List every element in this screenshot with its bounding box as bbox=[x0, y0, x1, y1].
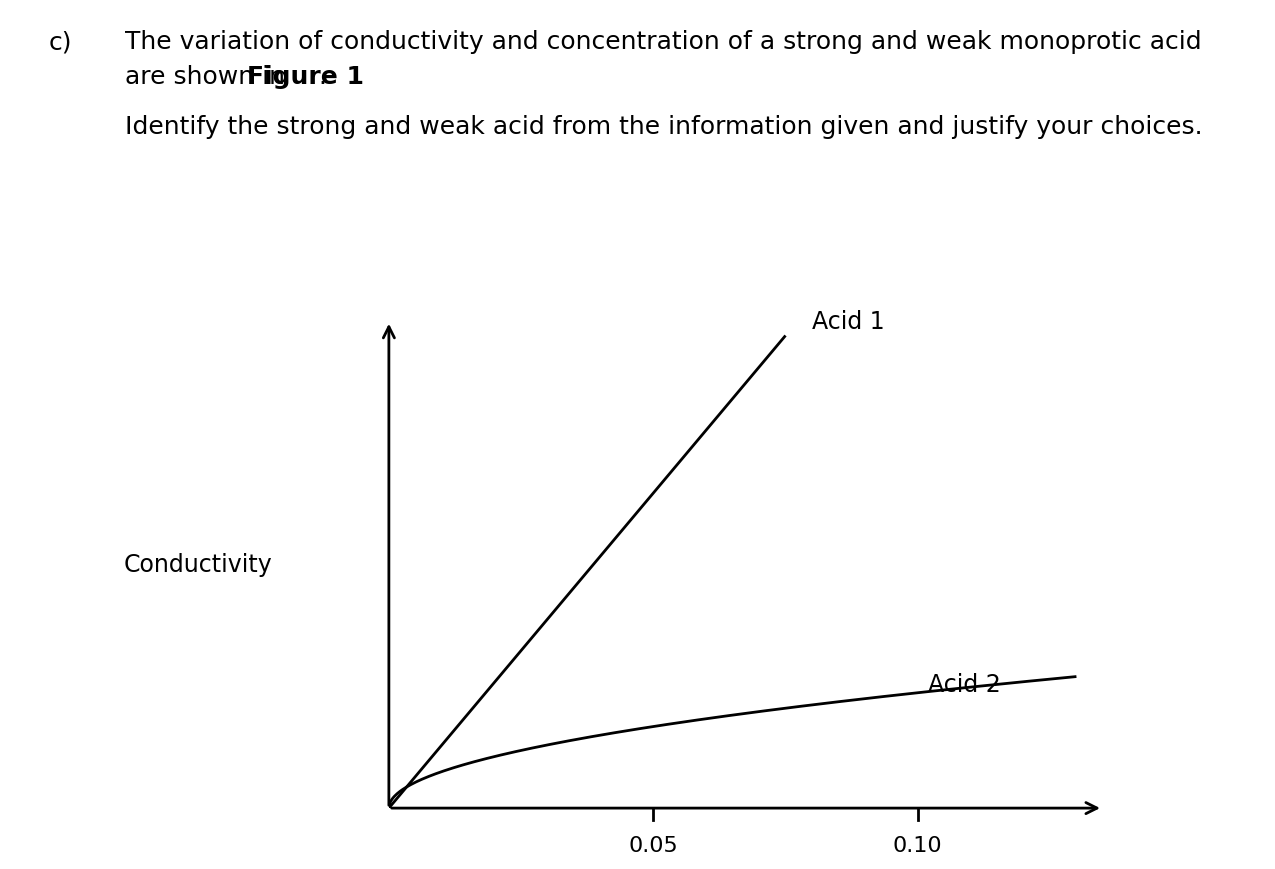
Text: Conductivity: Conductivity bbox=[124, 553, 273, 577]
Text: 0.05: 0.05 bbox=[629, 835, 678, 855]
Text: Acid 2: Acid 2 bbox=[928, 672, 1001, 696]
Text: Acid 1: Acid 1 bbox=[812, 309, 885, 334]
Text: c): c) bbox=[48, 30, 71, 55]
Text: Figure 1: Figure 1 bbox=[247, 65, 365, 90]
Text: are shown in: are shown in bbox=[125, 65, 293, 90]
Text: Identify the strong and weak acid from the information given and justify your ch: Identify the strong and weak acid from t… bbox=[125, 115, 1202, 139]
Text: The variation of conductivity and concentration of a strong and weak monoprotic : The variation of conductivity and concen… bbox=[125, 30, 1201, 55]
Text: 0.10: 0.10 bbox=[892, 835, 942, 855]
Text: .: . bbox=[319, 65, 326, 90]
